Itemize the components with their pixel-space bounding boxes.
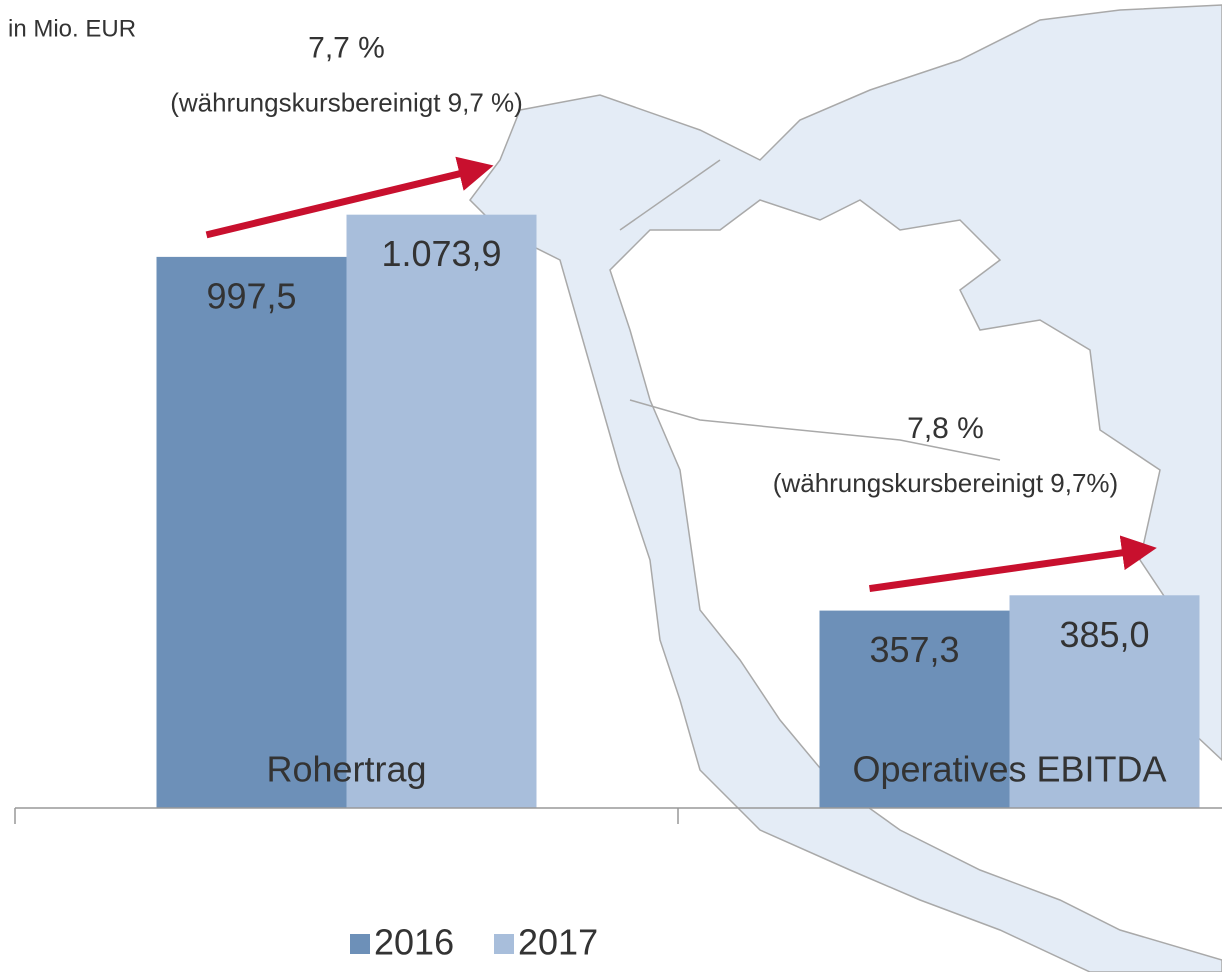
annotation-subtext: (währungskursbereinigt 9,7 %) — [170, 88, 523, 118]
bar — [819, 610, 1010, 808]
growth-arrow — [869, 535, 1157, 593]
x-tick-label: Rohertrag — [266, 749, 426, 790]
bar — [346, 214, 537, 808]
legend-swatch — [494, 934, 514, 954]
bar — [1009, 595, 1200, 808]
annotation: 7,7 % — [308, 32, 385, 65]
annotation: 7,8 % — [907, 412, 984, 445]
annotation-subtext: (währungskursbereinigt 9,7%) — [773, 468, 1118, 498]
legend-label: 2017 — [518, 922, 598, 963]
bar — [156, 256, 347, 809]
map-background — [469, 4, 1222, 972]
value-label: 357,3 — [869, 629, 959, 670]
value-label: 997,5 — [206, 275, 296, 316]
value-label: 385,0 — [1059, 614, 1149, 655]
x-tick-label: Operatives EBITDA — [852, 749, 1166, 790]
unit-label: in Mio. EUR — [8, 15, 136, 42]
legend-swatch — [350, 934, 370, 954]
legend-label: 2016 — [374, 922, 454, 963]
value-label: 1.073,9 — [381, 233, 501, 274]
growth-arrow — [205, 156, 494, 239]
